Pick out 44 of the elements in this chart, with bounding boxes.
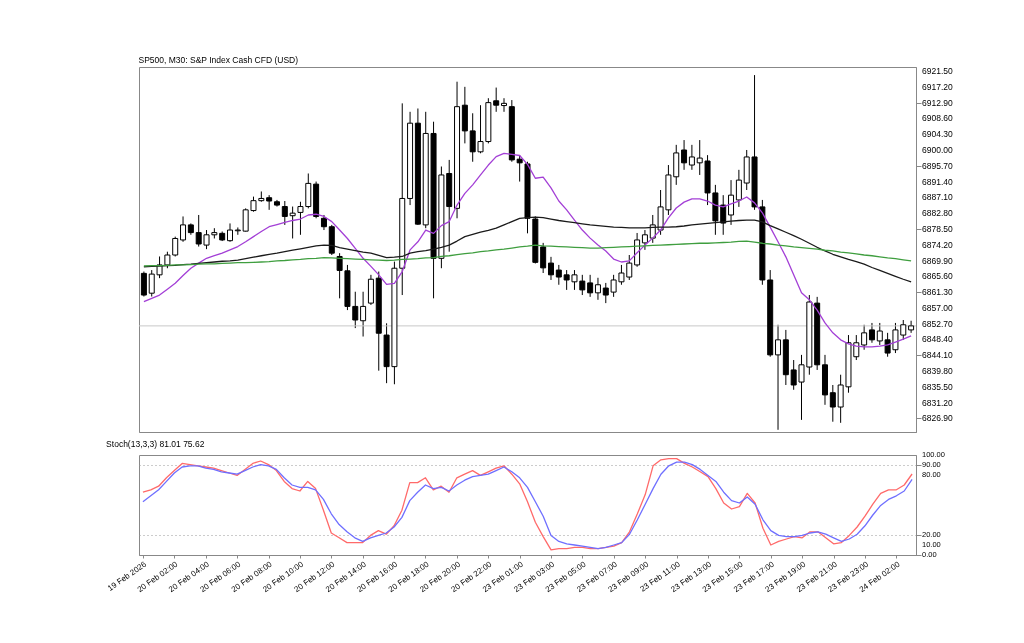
candlestick: [868, 322, 875, 344]
y-tick-label: 6857.00: [922, 302, 953, 313]
candlestick: [227, 222, 234, 243]
y-tick-label: 6891.40: [922, 176, 953, 187]
candlestick: [540, 242, 547, 274]
y-tick-label: 6908.60: [922, 113, 953, 124]
candlestick: [861, 324, 868, 351]
y-tick-label: 6852.70: [922, 318, 953, 329]
y-tick-label: 6831.20: [922, 397, 953, 408]
y-tick-label: 6826.90: [922, 413, 953, 424]
y-tick-label: 6921.50: [922, 66, 953, 77]
y-tick-label: 6895.70: [922, 160, 953, 171]
candlestick: [501, 97, 508, 113]
candlestick: [775, 324, 782, 431]
y-tick-label: 6874.20: [922, 239, 953, 250]
candlestick: [681, 139, 688, 171]
candlestick: [180, 215, 187, 243]
y-tick-label: 6848.40: [922, 334, 953, 345]
candlestick: [547, 256, 554, 281]
y-tick-label: 6904.30: [922, 129, 953, 140]
candlestick: [140, 271, 147, 297]
candlestick: [587, 274, 594, 298]
candlestick: [594, 277, 601, 301]
candlestick: [360, 291, 367, 338]
y-tick-label: 6835.50: [922, 381, 953, 392]
chart-title: Stoch(13,3,3) 81.01 75.62: [106, 438, 205, 449]
candlestick: [728, 179, 735, 226]
y-tick-label: 6839.80: [922, 366, 953, 377]
y-tick-label: 6900.00: [922, 144, 953, 155]
y-tick-label: 6844.10: [922, 350, 953, 361]
candlestick: [735, 169, 742, 208]
candlestick: [908, 320, 915, 334]
y-tick-label: 6861.30: [922, 287, 953, 298]
y-tick-label: 6887.10: [922, 192, 953, 203]
chart-title: SP500, M30: S&P Index Cash CFD (USD): [138, 54, 299, 65]
y-tick-label: 6912.90: [922, 97, 953, 108]
y-tick-label: 6865.60: [922, 271, 953, 282]
candlestick: [641, 229, 648, 251]
y-tick-label: 6869.90: [922, 255, 953, 266]
y-tick-label: 6878.50: [922, 223, 953, 234]
y-tick-label: 6917.20: [922, 81, 953, 92]
y-tick-label: 6882.80: [922, 208, 953, 219]
candlestick: [367, 274, 374, 306]
candlestick: [688, 144, 695, 171]
